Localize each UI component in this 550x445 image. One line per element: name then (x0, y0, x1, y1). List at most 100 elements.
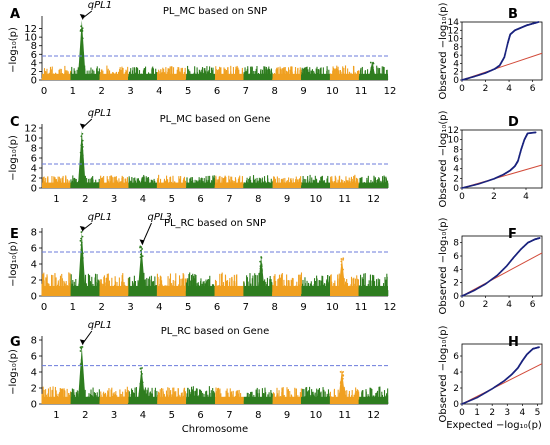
x-tick-label: 9 (300, 302, 306, 313)
x-tick-label: 1 (70, 86, 76, 97)
peak-point (140, 253, 142, 255)
peak-point (80, 244, 82, 246)
peak-point (340, 258, 342, 260)
x-tick-label: 5 (169, 194, 175, 205)
y-tick-label: 10 (24, 134, 37, 145)
peak-point (81, 242, 83, 244)
chr3-band (100, 286, 129, 296)
qq-x-tick-label: 4 (506, 84, 512, 94)
plot-title: PL_RC based on SNP (164, 218, 266, 229)
qq-y-tick-label: 6 (453, 252, 459, 262)
chr4-band (129, 183, 158, 188)
chr5-band (157, 74, 186, 80)
x-tick-label: 9 (284, 194, 290, 205)
chr9-band (273, 286, 302, 296)
y-tick-label: 2 (31, 174, 37, 185)
qq-x-tick-label: 0 (459, 300, 465, 310)
chr7-band (215, 183, 244, 188)
qq-x-tick-label: 0 (459, 84, 465, 94)
peak-point (81, 133, 83, 135)
annotation-arrow (83, 11, 92, 18)
y-tick-label: 2 (31, 276, 37, 287)
x-tick-label: 10 (326, 302, 339, 313)
peak-point (140, 256, 142, 258)
x-tick-label: 6 (214, 302, 220, 313)
y-tick-label: 6 (31, 244, 37, 255)
y-tick-label: 6 (31, 352, 37, 363)
peak-point (340, 260, 342, 262)
y-tick-label: 8 (31, 228, 37, 239)
x-tick-label: 12 (384, 302, 397, 313)
chr3-band (100, 74, 129, 80)
peak-point (82, 154, 84, 156)
peak-annotation: qPL1 (88, 0, 112, 11)
x-tick-label: 2 (82, 194, 88, 205)
qq-point (539, 237, 541, 239)
x-tick-label: 7 (226, 194, 232, 205)
chr10-band (302, 74, 331, 80)
x-tick-label: 9 (300, 86, 306, 97)
peak-point (341, 268, 343, 270)
qq-x-tick-label: 6 (530, 300, 536, 310)
peak-point (82, 252, 84, 254)
chr6-band (186, 74, 215, 80)
chr9-band (273, 74, 302, 80)
qq-x-tick-label: 0 (459, 192, 465, 202)
x-tick-label: 8 (271, 302, 277, 313)
chr1-band (42, 397, 71, 404)
peak-point (370, 62, 372, 64)
annotation-arrow (83, 223, 92, 230)
y-tick-label: 0 (31, 400, 37, 411)
qq-x-tick-label: 4 (523, 192, 529, 202)
peak-point (261, 263, 263, 265)
chr12-band (359, 286, 388, 296)
peak-mark (368, 62, 376, 80)
x-tick-label: 1 (53, 194, 59, 205)
x-tick-label: 5 (185, 86, 191, 97)
x-tick-label: 8 (255, 194, 261, 205)
x-tick-label: 4 (140, 194, 146, 205)
chr10-band (302, 286, 331, 296)
panel-letter-d: D (508, 115, 519, 130)
qq-y-tick-label: 6 (453, 155, 459, 165)
qq-y-tick-label: 4 (453, 165, 459, 175)
qq-y-axis-label: Observed −log₁₀(p) (438, 217, 449, 314)
panel-letter-c: C (10, 115, 20, 130)
x-tick-label: 1 (70, 302, 76, 313)
y-tick-label: 12 (24, 24, 37, 35)
peak-point (80, 240, 82, 242)
peak-point (261, 265, 263, 267)
peak-point (82, 146, 84, 148)
peak-mark (78, 131, 86, 189)
qq-point (535, 132, 537, 134)
qq-frame (462, 22, 542, 80)
peak-annotation: qPL1 (88, 108, 112, 119)
peak-point (82, 236, 84, 238)
x-tick-label: 3 (127, 86, 133, 97)
peak-point (141, 248, 143, 250)
peak-point (261, 268, 263, 270)
chr6-band (186, 286, 215, 296)
peak-point (341, 264, 343, 266)
y-axis-label: −log₁₀(p) (8, 241, 19, 287)
x-tick-label: 12 (367, 194, 380, 205)
panel-letter-e: E (10, 227, 19, 242)
y-tick-label: 2 (31, 384, 37, 395)
y-axis-label: −log₁₀(p) (8, 135, 19, 181)
y-tick-label: 6 (31, 154, 37, 165)
y-tick-label: 4 (31, 260, 37, 271)
chr1-band (42, 183, 71, 188)
peak-point (81, 231, 83, 233)
x-tick-label: 6 (197, 194, 203, 205)
peak-point (82, 140, 84, 142)
peak-point (80, 238, 82, 240)
qq-frame (462, 236, 542, 296)
peak-point (341, 267, 343, 269)
x-tick-label: 4 (156, 302, 162, 313)
